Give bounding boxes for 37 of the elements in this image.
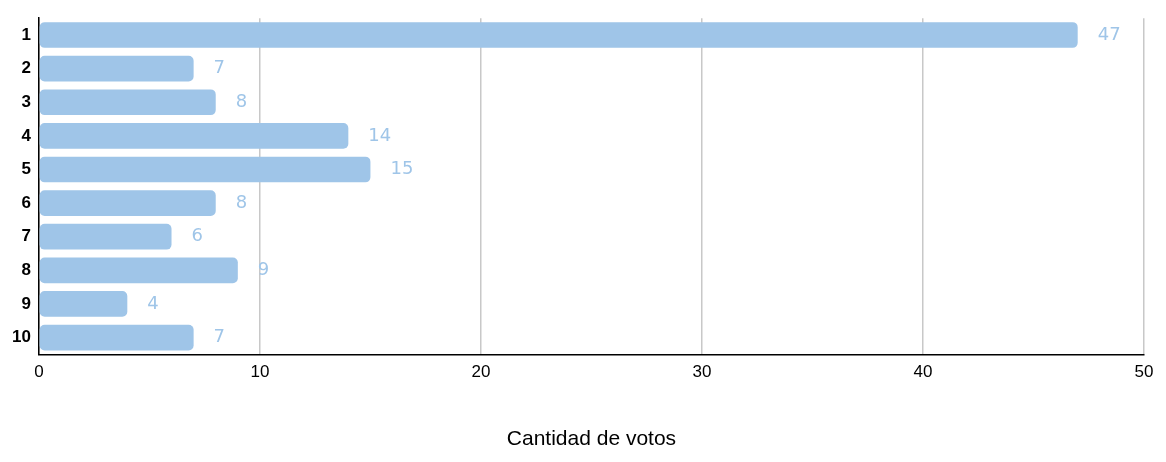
data-label: 8 (235, 89, 248, 111)
bar (39, 55, 194, 82)
bar (39, 190, 216, 216)
data-label: 47 (1097, 22, 1121, 44)
y-tick-label: 5 (21, 159, 31, 179)
data-label: 15 (390, 157, 414, 179)
x-tick-label: 50 (1134, 362, 1154, 382)
bar (39, 291, 128, 317)
bar (39, 223, 172, 250)
y-tick-label: 1 (21, 24, 31, 44)
data-label: 7 (213, 325, 226, 347)
x-axis-title: Cantidad de votos (506, 426, 677, 450)
x-tick-label: 10 (250, 362, 270, 382)
data-label: 14 (368, 123, 392, 145)
data-label: 8 (235, 190, 248, 212)
y-tick-label: 9 (21, 293, 31, 313)
data-label: 7 (213, 56, 226, 78)
y-tick-label: 2 (21, 58, 31, 78)
x-tick-label: 30 (692, 362, 712, 382)
y-tick-label: 6 (21, 192, 31, 212)
y-tick-label: 3 (21, 91, 31, 111)
x-tick-label: 20 (471, 362, 491, 382)
y-tick-label: 7 (21, 226, 31, 246)
data-label: 6 (191, 224, 203, 246)
bar (39, 22, 1078, 48)
data-label: 4 (147, 291, 159, 313)
x-tick-label: 0 (34, 362, 44, 382)
y-tick-label: 8 (21, 260, 31, 280)
bar (39, 89, 216, 116)
bar (39, 324, 194, 351)
bar (39, 123, 349, 149)
data-label: 9 (257, 258, 270, 280)
y-tick-label: 4 (21, 125, 32, 145)
x-tick-label: 40 (913, 362, 933, 382)
y-tick-label: 10 (11, 327, 31, 347)
bar (39, 257, 238, 284)
bar (39, 156, 371, 183)
